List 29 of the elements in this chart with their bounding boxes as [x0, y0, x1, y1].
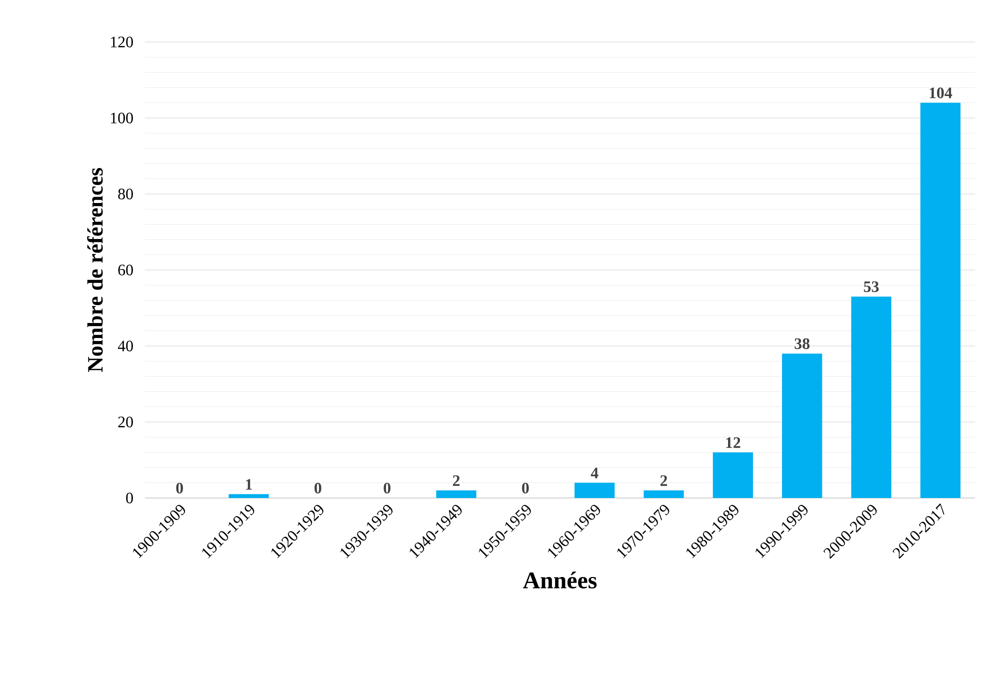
bar — [574, 482, 615, 498]
bar — [644, 490, 684, 498]
y-axis-title: Nombre de références — [87, 168, 103, 372]
data-label: 0 — [176, 482, 183, 494]
y-tick-label: 120 — [111, 36, 133, 48]
data-label: 4 — [590, 468, 598, 478]
x-axis-title: Années — [523, 572, 597, 588]
data-label: 1 — [246, 479, 252, 490]
bar — [228, 494, 269, 498]
data-label: 38 — [794, 338, 810, 350]
y-tick-label: 40 — [118, 340, 133, 352]
bar — [436, 490, 476, 498]
data-label: 53 — [864, 281, 879, 292]
y-tick-label: 20 — [118, 416, 133, 428]
bar — [851, 296, 892, 498]
data-label: 104 — [930, 88, 952, 98]
y-tick-label: 100 — [111, 112, 133, 124]
data-label: 0 — [314, 482, 322, 494]
data-label: 2 — [660, 475, 668, 486]
bar — [920, 102, 960, 498]
data-label: 2 — [452, 475, 460, 486]
y-tick-label: 60 — [118, 264, 133, 276]
data-label: 12 — [726, 437, 740, 448]
y-tick-label: 80 — [118, 188, 133, 200]
bar — [782, 354, 822, 498]
data-label: 0 — [384, 482, 390, 494]
bar — [712, 452, 753, 498]
y-tick-label: 0 — [126, 492, 133, 504]
data-label: 0 — [522, 482, 529, 494]
